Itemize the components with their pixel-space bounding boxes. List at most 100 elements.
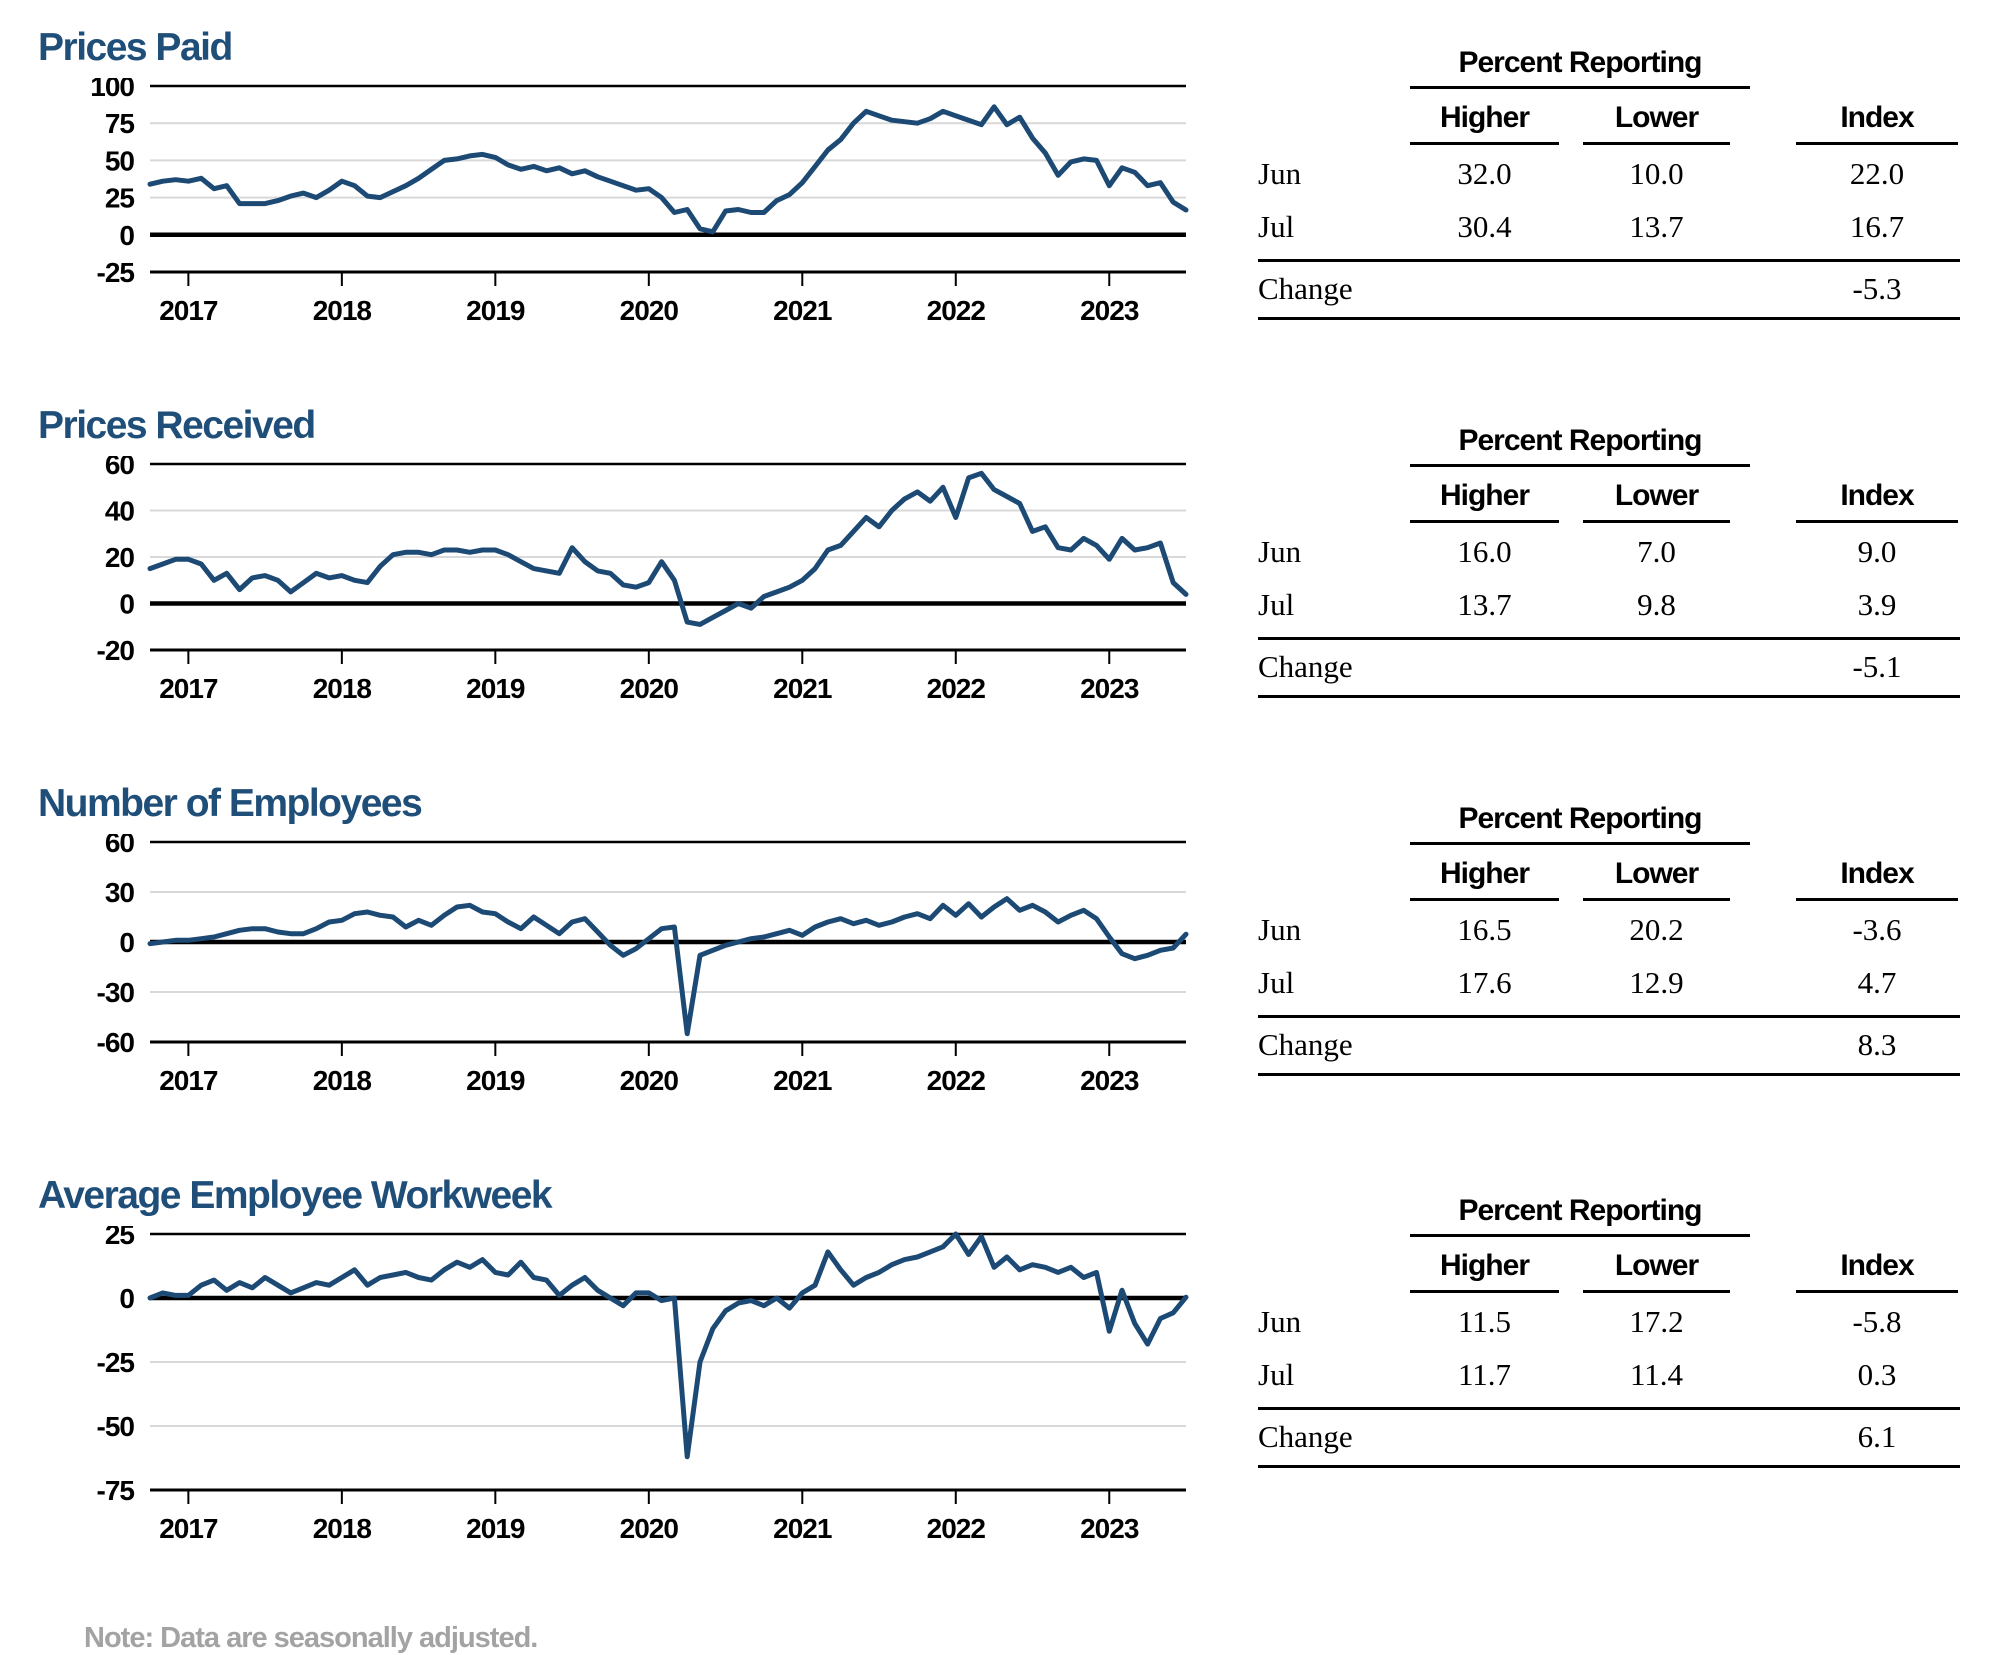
svg-text:-75: -75: [97, 1475, 135, 1506]
higher-value: 16.5: [1457, 912, 1512, 947]
lower-value: 12.9: [1629, 965, 1684, 1000]
change-row: Change -5.3: [1258, 259, 1960, 320]
change-value: -5.3: [1852, 271, 1902, 306]
svg-text:-20: -20: [97, 635, 135, 666]
column-header-index: Index: [1796, 1249, 1958, 1293]
svg-text:-30: -30: [97, 977, 135, 1008]
row-label: Jul: [1258, 209, 1295, 244]
section-number-of-employees: Number of Employees 2017 2018 2019 2020 2021…: [36, 782, 1964, 1100]
svg-text:2017: 2017: [159, 295, 218, 326]
table-header-row: Higher Lower Index: [1258, 1249, 1960, 1293]
lower-value: 7.0: [1637, 534, 1676, 569]
table-row-jul: Jul 13.7 9.8 3.9: [1258, 576, 1960, 629]
svg-text:2022: 2022: [927, 673, 986, 704]
change-label: Change: [1258, 1027, 1353, 1062]
higher-value: 11.7: [1457, 1357, 1512, 1392]
table-row-jun: Jun 11.5 17.2 -5.8: [1258, 1293, 1960, 1346]
chart-title: Number of Employees: [38, 782, 423, 825]
table-header-row: Higher Lower Index: [1258, 101, 1960, 145]
row-label: Jun: [1258, 1304, 1302, 1339]
change-row: Change 6.1: [1258, 1407, 1960, 1468]
svg-text:2023: 2023: [1080, 673, 1139, 704]
higher-value: 11.5: [1457, 1304, 1512, 1339]
svg-text:2017: 2017: [159, 1065, 218, 1096]
table-row-jun: Jun 32.0 10.0 22.0: [1258, 145, 1960, 198]
svg-text:0: 0: [119, 589, 134, 620]
row-label: Jun: [1258, 912, 1302, 947]
table-header-row: Higher Lower Index: [1258, 479, 1960, 523]
chart-column: Prices Paid 2017 2018 2019 2020 2021 2022 2023…: [36, 26, 1204, 330]
column-header-index: Index: [1796, 857, 1958, 901]
svg-text:2021: 2021: [773, 673, 832, 704]
chart-column: Number of Employees 2017 2018 2019 2020 2021…: [36, 782, 1204, 1100]
lower-value: 13.7: [1629, 209, 1684, 244]
svg-text:2020: 2020: [620, 673, 679, 704]
svg-text:2018: 2018: [313, 673, 372, 704]
svg-text:2018: 2018: [313, 1513, 372, 1544]
svg-text:2019: 2019: [466, 295, 525, 326]
svg-text:2023: 2023: [1080, 1513, 1139, 1544]
svg-text:2020: 2020: [620, 1065, 679, 1096]
svg-text:-60: -60: [97, 1027, 135, 1058]
column-header-lower: Lower: [1583, 857, 1730, 901]
index-value: -5.8: [1852, 1304, 1902, 1339]
chart-title: Prices Received: [38, 404, 316, 447]
chart-column: Average Employee Workweek 2017 2018 2019 20…: [36, 1174, 1204, 1548]
row-label: Jul: [1258, 587, 1295, 622]
change-value: 6.1: [1857, 1419, 1897, 1454]
index-value: 4.7: [1857, 965, 1897, 1000]
table-row-jun: Jun 16.5 20.2 -3.6: [1258, 901, 1960, 954]
svg-text:25: 25: [105, 1226, 135, 1250]
change-label: Change: [1258, 271, 1353, 306]
svg-text:2023: 2023: [1080, 295, 1139, 326]
svg-text:2021: 2021: [773, 295, 832, 326]
percent-reporting-header: Percent Reporting: [1410, 424, 1750, 467]
svg-text:2017: 2017: [159, 1513, 218, 1544]
index-value: 16.7: [1849, 209, 1905, 244]
higher-value: 32.0: [1457, 156, 1512, 191]
svg-text:20: 20: [105, 542, 135, 573]
svg-text:2022: 2022: [927, 1513, 986, 1544]
column-header-index: Index: [1796, 479, 1958, 523]
percent-reporting-table: Percent Reporting Higher Lower Index Jun…: [1258, 46, 1960, 320]
svg-text:2019: 2019: [466, 673, 525, 704]
svg-text:-25: -25: [97, 1347, 135, 1378]
svg-text:60: 60: [105, 456, 135, 480]
svg-text:0: 0: [119, 927, 134, 958]
column-header-higher: Higher: [1410, 479, 1559, 523]
row-label: Jun: [1258, 534, 1302, 569]
section-prices-received: Prices Received 2017 2018 2019 2020 2021 2022…: [36, 404, 1964, 708]
svg-text:2019: 2019: [466, 1513, 525, 1544]
percent-reporting-header: Percent Reporting: [1410, 46, 1750, 89]
chart-title: Average Employee Workweek: [38, 1174, 553, 1217]
svg-text:2022: 2022: [927, 295, 986, 326]
change-label: Change: [1258, 1419, 1353, 1454]
row-label: Jul: [1258, 1357, 1295, 1392]
svg-text:75: 75: [105, 108, 135, 139]
svg-text:2021: 2021: [773, 1513, 832, 1544]
index-value: 9.0: [1857, 534, 1897, 569]
column-header-index: Index: [1796, 101, 1958, 145]
row-label: Jun: [1258, 156, 1302, 191]
footnote: Note: Data are seasonally adjusted.: [84, 1622, 538, 1654]
higher-value: 16.0: [1457, 534, 1512, 569]
change-row: Change 8.3: [1258, 1015, 1960, 1076]
lower-value: 17.2: [1629, 1304, 1684, 1339]
column-header-higher: Higher: [1410, 101, 1559, 145]
percent-reporting-table: Percent Reporting Higher Lower Index Jun…: [1258, 802, 1960, 1076]
svg-text:-25: -25: [97, 257, 135, 288]
table-row-jul: Jul 11.7 11.4 0.3: [1258, 1346, 1960, 1399]
change-value: -5.1: [1852, 649, 1902, 684]
svg-text:2020: 2020: [620, 1513, 679, 1544]
svg-text:40: 40: [105, 496, 135, 527]
lower-value: 11.4: [1629, 1357, 1684, 1392]
svg-text:2023: 2023: [1080, 1065, 1139, 1096]
column-header-lower: Lower: [1583, 479, 1730, 523]
svg-text:100: 100: [90, 78, 134, 102]
svg-text:2022: 2022: [927, 1065, 986, 1096]
table-header-row: Higher Lower Index: [1258, 857, 1960, 901]
svg-text:25: 25: [105, 183, 135, 214]
svg-text:-50: -50: [97, 1411, 135, 1442]
lower-value: 20.2: [1629, 912, 1684, 947]
percent-reporting-table: Percent Reporting Higher Lower Index Jun…: [1258, 1194, 1960, 1468]
